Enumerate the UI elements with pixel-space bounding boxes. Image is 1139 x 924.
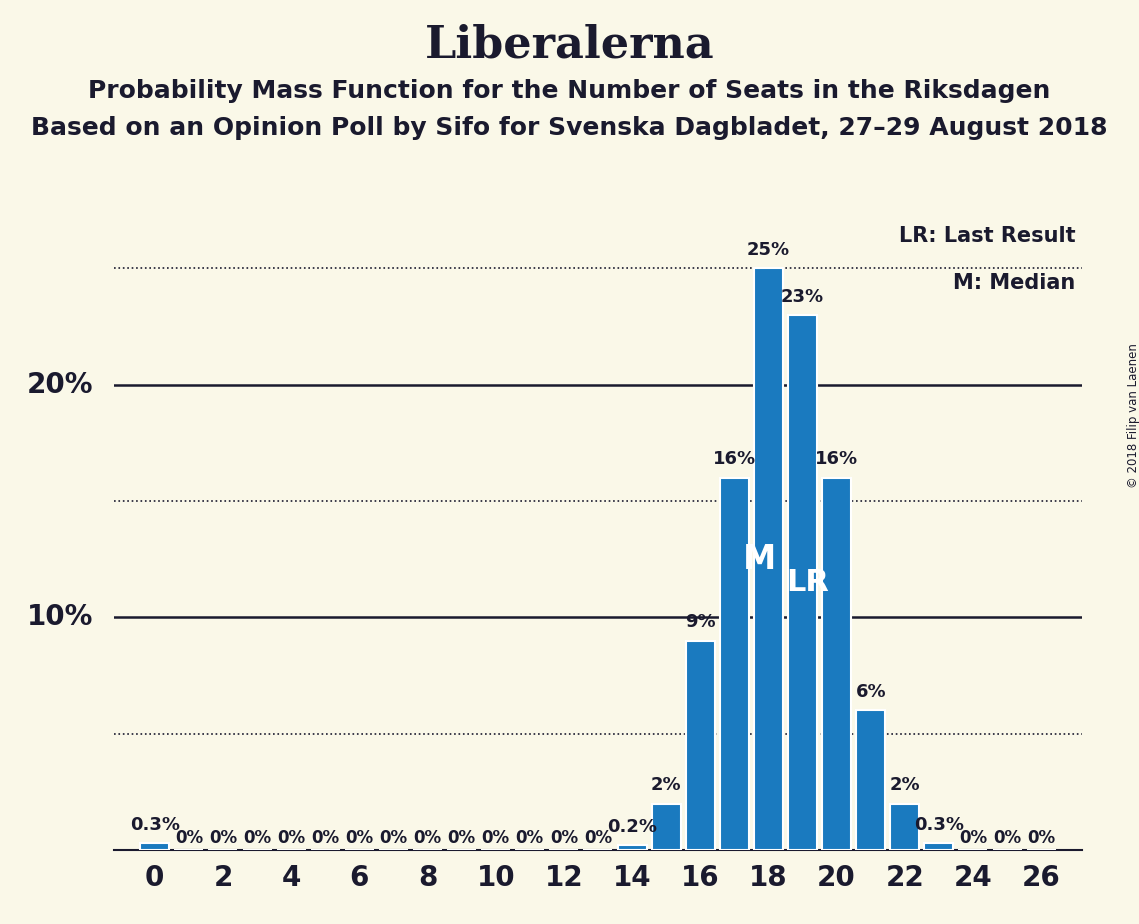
Text: 10%: 10% bbox=[27, 603, 93, 631]
Bar bbox=[652, 804, 681, 850]
Text: LR: Last Result: LR: Last Result bbox=[899, 226, 1075, 247]
Text: 0%: 0% bbox=[584, 829, 612, 846]
Text: 23%: 23% bbox=[781, 287, 825, 306]
Text: Liberalerna: Liberalerna bbox=[425, 23, 714, 67]
Text: 0%: 0% bbox=[482, 829, 510, 846]
Text: 0%: 0% bbox=[345, 829, 374, 846]
Text: 0%: 0% bbox=[277, 829, 305, 846]
Bar bbox=[788, 315, 817, 850]
Text: 9%: 9% bbox=[685, 614, 715, 631]
Text: © 2018 Filip van Laenen: © 2018 Filip van Laenen bbox=[1126, 344, 1139, 488]
Bar bbox=[754, 268, 782, 850]
Text: 2%: 2% bbox=[650, 776, 681, 795]
Text: M: Median: M: Median bbox=[953, 273, 1075, 293]
Bar bbox=[822, 478, 851, 850]
Text: Probability Mass Function for the Number of Seats in the Riksdagen: Probability Mass Function for the Number… bbox=[89, 79, 1050, 103]
Text: 6%: 6% bbox=[855, 683, 886, 701]
Text: 16%: 16% bbox=[713, 450, 756, 468]
Text: 0%: 0% bbox=[1027, 829, 1055, 846]
Text: 2%: 2% bbox=[890, 776, 920, 795]
Text: 0%: 0% bbox=[993, 829, 1022, 846]
Text: Based on an Opinion Poll by Sifo for Svenska Dagbladet, 27–29 August 2018: Based on an Opinion Poll by Sifo for Sve… bbox=[31, 116, 1108, 140]
Bar bbox=[617, 845, 647, 850]
Text: 20%: 20% bbox=[27, 371, 93, 398]
Bar bbox=[891, 804, 919, 850]
Text: 0%: 0% bbox=[959, 829, 988, 846]
Text: 0%: 0% bbox=[516, 829, 543, 846]
Text: 0%: 0% bbox=[413, 829, 442, 846]
Text: 16%: 16% bbox=[816, 450, 858, 468]
Text: LR: LR bbox=[786, 568, 829, 597]
Bar bbox=[857, 711, 885, 850]
Text: 0%: 0% bbox=[550, 829, 577, 846]
Bar bbox=[686, 640, 715, 850]
Text: M: M bbox=[744, 542, 777, 576]
Text: 0%: 0% bbox=[311, 829, 339, 846]
Text: 0%: 0% bbox=[379, 829, 408, 846]
Text: 0%: 0% bbox=[174, 829, 203, 846]
Text: 0.2%: 0.2% bbox=[607, 818, 657, 836]
Text: 25%: 25% bbox=[747, 241, 790, 259]
Text: 0%: 0% bbox=[243, 829, 271, 846]
Bar bbox=[925, 843, 953, 850]
Text: 0.3%: 0.3% bbox=[913, 816, 964, 833]
Bar bbox=[140, 843, 170, 850]
Text: 0%: 0% bbox=[208, 829, 237, 846]
Bar bbox=[720, 478, 748, 850]
Text: 0.3%: 0.3% bbox=[130, 816, 180, 833]
Text: 0%: 0% bbox=[448, 829, 476, 846]
